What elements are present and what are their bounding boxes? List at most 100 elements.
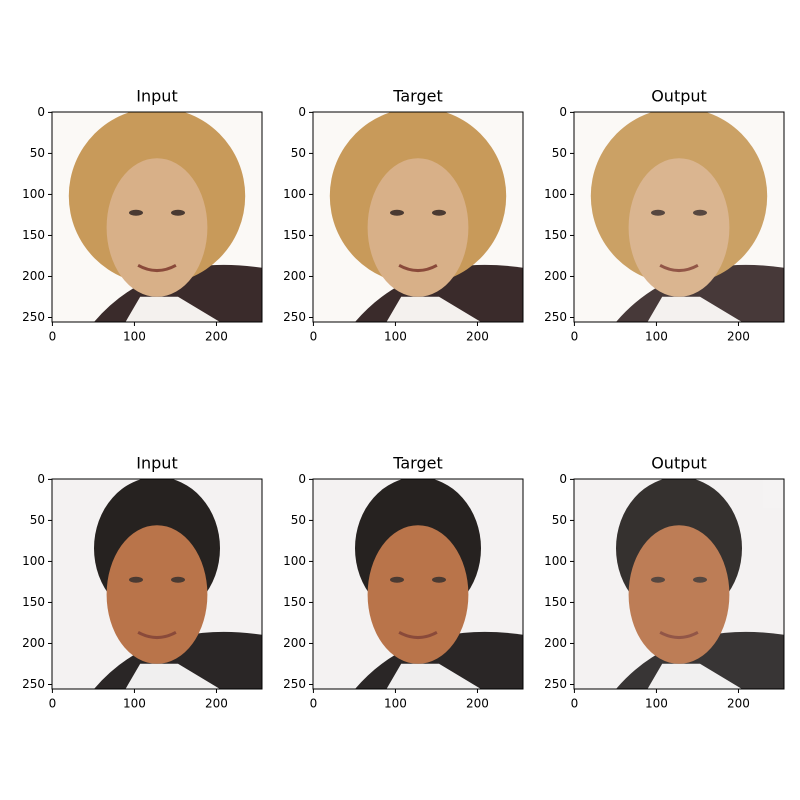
face [106, 158, 208, 297]
eye [693, 576, 707, 583]
face [367, 158, 469, 297]
axes-title: Input [136, 454, 177, 473]
y-tick-label: 50 [30, 513, 45, 527]
y-tick-label: 0 [298, 472, 306, 486]
eye [651, 209, 665, 216]
eye [432, 209, 446, 216]
y-tick-label: 50 [291, 513, 306, 527]
eye [651, 576, 665, 583]
y-tick-label: 50 [291, 146, 306, 160]
y-tick-label: 0 [37, 105, 45, 119]
x-tick-label: 100 [645, 697, 668, 711]
y-tick-label: 50 [552, 146, 567, 160]
collar [125, 663, 220, 689]
x-tick-label: 0 [310, 330, 318, 344]
y-tick-label: 200 [283, 636, 306, 650]
x-tick-label: 200 [727, 330, 750, 344]
eye [129, 576, 143, 583]
x-tick-label: 200 [205, 330, 228, 344]
collar [647, 296, 742, 322]
x-tick-label: 0 [571, 330, 579, 344]
y-tick-label: 150 [283, 595, 306, 609]
y-tick-label: 0 [298, 105, 306, 119]
axes-title: Target [392, 87, 443, 106]
y-tick-label: 100 [22, 187, 45, 201]
collar [386, 296, 481, 322]
image [574, 479, 784, 689]
y-tick-label: 150 [22, 228, 45, 242]
x-tick-label: 100 [384, 330, 407, 344]
y-tick-label: 250 [544, 310, 567, 324]
eye [171, 209, 185, 216]
image [313, 112, 523, 322]
y-tick-label: 50 [552, 513, 567, 527]
y-tick-label: 100 [544, 187, 567, 201]
mouth [398, 630, 438, 640]
x-tick-label: 0 [49, 330, 57, 344]
axes-frame [312, 111, 524, 323]
face [628, 525, 730, 664]
eye [171, 576, 185, 583]
mouth [659, 263, 699, 273]
collar [125, 296, 220, 322]
image [313, 479, 523, 689]
x-tick-label: 200 [727, 697, 750, 711]
axes-frame [312, 478, 524, 690]
axes-frame [51, 478, 263, 690]
y-tick-label: 200 [22, 636, 45, 650]
collar [647, 663, 742, 689]
x-tick-label: 200 [205, 697, 228, 711]
axes-frame [573, 111, 785, 323]
x-tick-label: 100 [645, 330, 668, 344]
image [52, 112, 262, 322]
collar [386, 663, 481, 689]
y-tick-label: 250 [22, 310, 45, 324]
mouth [659, 630, 699, 640]
x-tick-label: 0 [49, 697, 57, 711]
axes-frame [573, 478, 785, 690]
x-tick-label: 100 [123, 697, 146, 711]
y-tick-label: 200 [22, 269, 45, 283]
y-tick-label: 50 [30, 146, 45, 160]
axes-title: Input [136, 87, 177, 106]
face [628, 158, 730, 297]
y-tick-label: 100 [544, 554, 567, 568]
mouth [398, 263, 438, 273]
x-tick-label: 100 [123, 330, 146, 344]
y-tick-label: 150 [544, 228, 567, 242]
face [367, 525, 469, 664]
face [106, 525, 208, 664]
y-tick-label: 250 [22, 677, 45, 691]
axes-title: Output [651, 87, 707, 106]
image [52, 479, 262, 689]
y-tick-label: 150 [544, 595, 567, 609]
y-tick-label: 100 [283, 187, 306, 201]
eye [129, 209, 143, 216]
eye [693, 209, 707, 216]
y-tick-label: 100 [22, 554, 45, 568]
x-tick-label: 0 [571, 697, 579, 711]
eye [390, 209, 404, 216]
y-tick-label: 0 [559, 105, 567, 119]
mouth [137, 263, 177, 273]
y-tick-label: 200 [544, 269, 567, 283]
x-tick-label: 200 [466, 697, 489, 711]
image [574, 112, 784, 322]
eye [432, 576, 446, 583]
eye [390, 576, 404, 583]
y-tick-label: 250 [544, 677, 567, 691]
y-tick-label: 200 [283, 269, 306, 283]
axes-title: Target [392, 454, 443, 473]
axes-title: Output [651, 454, 707, 473]
y-tick-label: 0 [37, 472, 45, 486]
y-tick-label: 0 [559, 472, 567, 486]
y-tick-label: 150 [283, 228, 306, 242]
y-tick-label: 250 [283, 310, 306, 324]
y-tick-label: 150 [22, 595, 45, 609]
x-tick-label: 100 [384, 697, 407, 711]
mouth [137, 630, 177, 640]
y-tick-label: 100 [283, 554, 306, 568]
x-tick-label: 200 [466, 330, 489, 344]
y-tick-label: 250 [283, 677, 306, 691]
x-tick-label: 0 [310, 697, 318, 711]
